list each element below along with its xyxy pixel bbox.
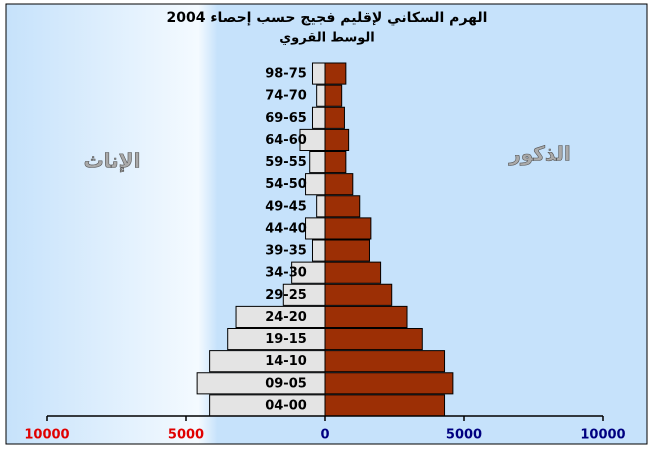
category-label: 14-10 (265, 354, 307, 369)
category-label: 39-35 (265, 244, 307, 259)
x-tick-label: 0 (320, 428, 329, 443)
bar (316, 195, 326, 218)
bar (311, 62, 326, 85)
category-label: 34-30 (265, 266, 307, 281)
bar (324, 106, 345, 129)
bar (324, 84, 343, 107)
bar (311, 239, 326, 262)
category-label: 24-20 (265, 310, 307, 325)
category-label: 59-55 (265, 155, 307, 170)
chart-subtitle: الوسط القروي (279, 31, 375, 46)
bar (324, 151, 347, 174)
x-tick-label: 10000 (24, 428, 69, 443)
category-label: 29-25 (265, 288, 307, 303)
bar (324, 350, 446, 373)
x-tick-label: 5000 (446, 428, 482, 443)
bar (305, 217, 326, 240)
x-tick-label: 5000 (168, 428, 204, 443)
x-tick-label: 10000 (580, 428, 625, 443)
category-label: 64-60 (265, 133, 307, 148)
bar (324, 62, 347, 85)
category-label: 09-05 (265, 376, 307, 391)
category-label: 19-15 (265, 332, 307, 347)
bar (324, 261, 382, 284)
bar (316, 84, 326, 107)
bar (324, 305, 408, 328)
bar (324, 394, 446, 417)
bar (324, 128, 350, 151)
chart-title: الهرم السكاني لإقليم فجيج حسب إحصاء 2004 (167, 10, 488, 26)
bar (309, 151, 326, 174)
bar (324, 195, 361, 218)
bar (324, 328, 423, 351)
bar (324, 283, 393, 306)
bar (324, 217, 372, 240)
bar (311, 106, 326, 129)
bar (324, 239, 370, 262)
category-label: 49-45 (265, 199, 307, 214)
category-label: 44-40 (265, 221, 307, 236)
category-label: 74-70 (265, 89, 307, 104)
bar (324, 372, 454, 395)
series-label: الذكور (508, 142, 571, 166)
category-label: 04-00 (265, 398, 307, 413)
bar (305, 173, 326, 196)
bar (324, 173, 354, 196)
category-label: 54-50 (265, 177, 307, 192)
category-label: 69-65 (265, 111, 307, 126)
series-label: الإناث (84, 149, 141, 173)
category-label: 98-75 (265, 67, 307, 82)
